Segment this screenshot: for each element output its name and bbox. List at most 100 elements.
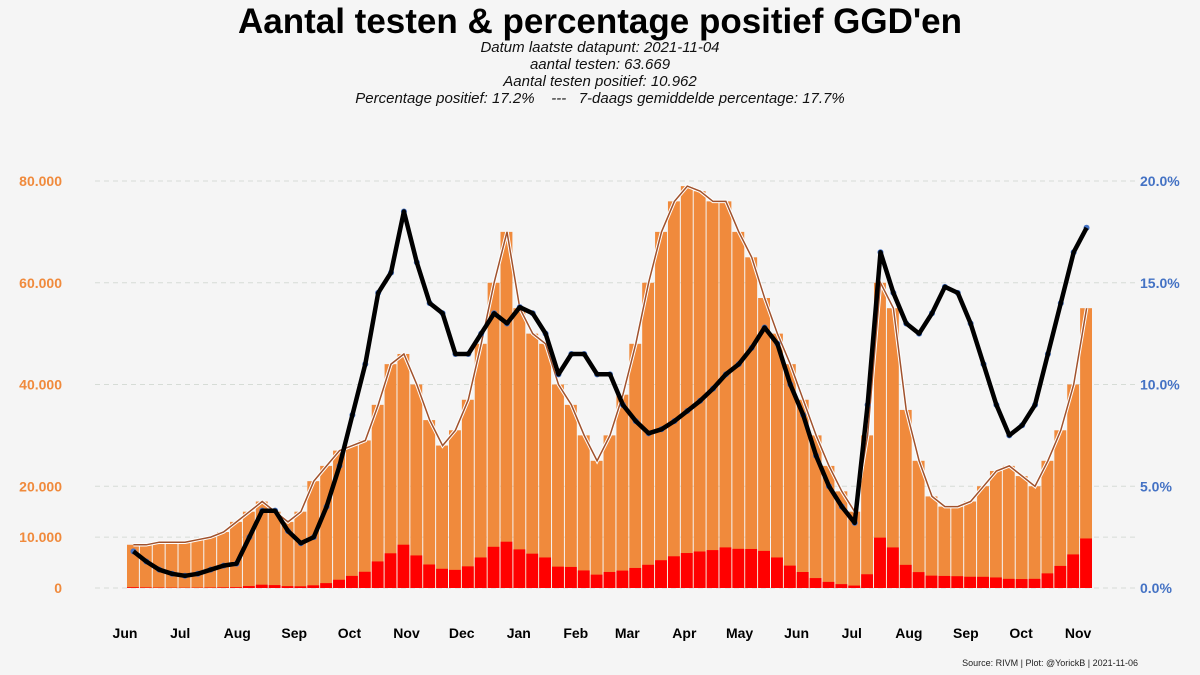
positive-bar — [771, 557, 783, 588]
test-bar — [397, 353, 410, 588]
y-left-tick-label: 60.000 — [19, 275, 62, 291]
test-bar — [204, 537, 217, 588]
positive-bar — [500, 541, 513, 588]
test-bar — [449, 430, 461, 588]
tests-avg-line — [133, 185, 1088, 546]
positive-bar — [577, 570, 590, 588]
positive-bar — [255, 584, 268, 588]
test-bar — [629, 343, 642, 588]
x-tick-label: Mar — [615, 625, 640, 641]
test-bar — [152, 542, 165, 588]
test-bar — [461, 399, 474, 588]
test-bar — [783, 364, 796, 588]
test-bar — [590, 460, 603, 588]
positive-bar — [796, 571, 809, 588]
positive-bar — [835, 584, 848, 588]
test-bar — [526, 333, 539, 588]
y-right-tick-label: 5.0% — [1140, 478, 1172, 494]
positive-bar — [294, 586, 307, 588]
test-bar — [977, 486, 989, 588]
y-left-tick-label: 80.000 — [19, 173, 62, 189]
positive-bar — [758, 550, 770, 588]
positive-bar — [1015, 579, 1028, 588]
test-bar — [693, 191, 706, 589]
test-bar — [848, 511, 861, 588]
test-bar — [178, 542, 191, 588]
positive-bar — [281, 586, 294, 588]
positive-bar — [886, 547, 899, 588]
test-bar — [487, 282, 500, 588]
test-bar — [1067, 384, 1080, 588]
test-bar — [655, 231, 667, 588]
positive-bar — [642, 564, 655, 588]
test-bar — [809, 435, 822, 588]
positive-bar — [539, 557, 552, 588]
test-bar — [964, 501, 977, 588]
x-tick-label: Jul — [170, 625, 190, 641]
test-bar — [1041, 460, 1054, 588]
positive-bar — [964, 576, 977, 588]
positive-bar — [384, 553, 397, 588]
positive-bar — [217, 587, 230, 588]
positive-bar — [397, 544, 410, 588]
positive-bar — [629, 567, 642, 588]
test-bar — [577, 435, 590, 588]
source-footer: Source: RIVM | Plot: @YorickB | 2021-11-… — [962, 658, 1138, 668]
positive-bar — [732, 548, 745, 588]
positive-bar — [848, 585, 861, 588]
positive-bar — [925, 575, 938, 588]
y-right-tick-label: 20.0% — [1140, 173, 1180, 189]
x-tick-label: Sep — [953, 625, 979, 641]
positive-bar — [1054, 565, 1067, 588]
test-bar — [719, 201, 732, 588]
y-left-tick-label: 20.000 — [19, 478, 62, 494]
positive-bar — [655, 560, 667, 588]
y-right-tick-label: 0.0% — [1140, 580, 1172, 596]
positive-bar — [783, 565, 796, 588]
test-bar — [938, 506, 951, 588]
test-bar — [835, 491, 848, 588]
positive-bar — [552, 566, 564, 588]
test-bar — [552, 384, 564, 588]
positive-bar — [1028, 578, 1041, 588]
positive-bar — [719, 547, 732, 588]
positive-bar — [333, 579, 345, 588]
positive-bar — [745, 548, 758, 588]
positive-bar — [371, 561, 384, 588]
x-tick-label: Jun — [113, 625, 138, 641]
test-bar — [384, 364, 397, 588]
test-bar — [667, 201, 680, 588]
test-bar — [925, 496, 938, 588]
x-tick-label: Oct — [338, 625, 362, 641]
chart-title: Aantal testen & percentage positief GGD'… — [237, 2, 963, 41]
positive-bar — [230, 587, 242, 588]
test-bar — [436, 445, 448, 588]
test-bar — [539, 343, 552, 588]
positive-bar — [461, 566, 474, 588]
y-right-tick-label: 15.0% — [1140, 275, 1180, 291]
positive-bar — [680, 553, 693, 588]
percentage-7day-avg-line — [132, 209, 1089, 579]
test-bar — [358, 440, 371, 588]
positive-bar — [951, 576, 964, 588]
positive-bar — [693, 551, 706, 588]
test-bar — [333, 450, 345, 588]
subtitle-tests: aantal testen: 63.669 — [529, 56, 671, 73]
test-bar — [796, 399, 809, 588]
positive-bar — [513, 549, 526, 588]
positive-bar — [449, 569, 461, 588]
positive-bar — [616, 570, 629, 588]
positive-bar — [474, 557, 487, 588]
test-bar — [1002, 465, 1015, 588]
test-bar — [1054, 430, 1067, 588]
test-bar — [127, 544, 139, 588]
test-bar — [294, 511, 307, 588]
positive-bar — [938, 575, 951, 588]
test-bar — [268, 511, 281, 588]
positive-bar — [320, 583, 333, 588]
positive-bar — [1041, 573, 1054, 588]
test-bar — [951, 506, 964, 588]
positive-bar — [139, 587, 152, 588]
